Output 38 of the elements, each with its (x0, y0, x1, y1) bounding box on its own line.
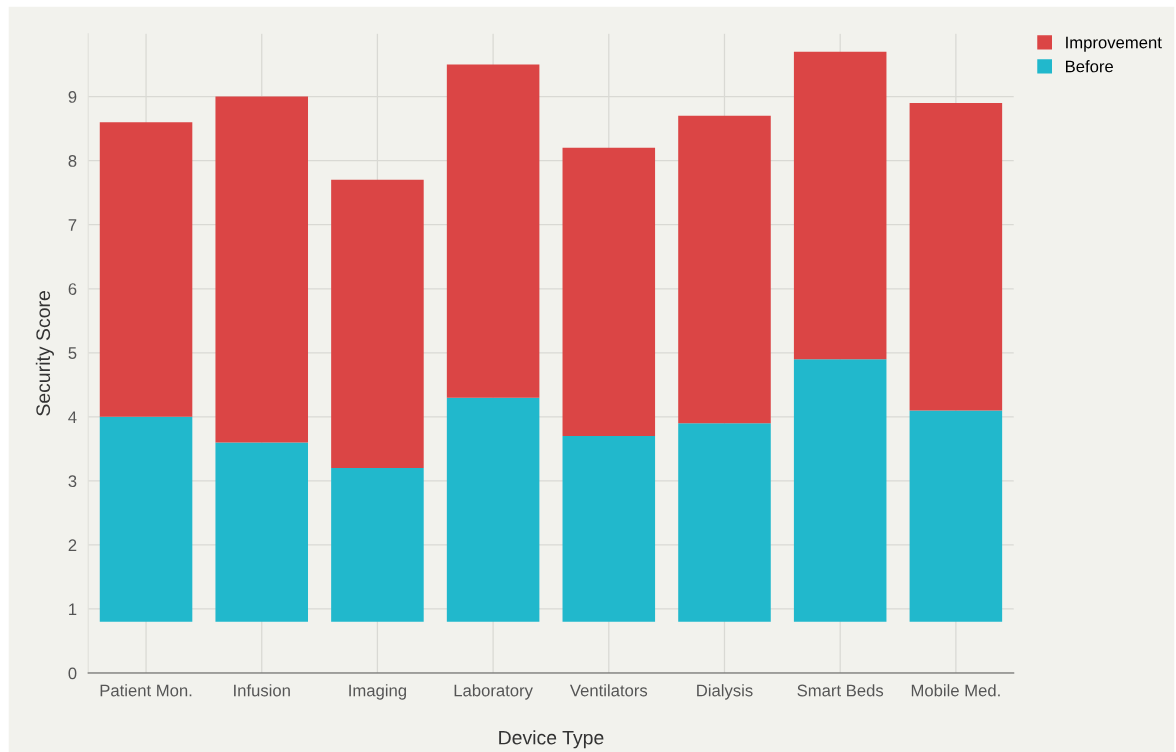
x-tick-label: Ventilators (569, 684, 648, 697)
x-tick-label: Laboratory (454, 684, 533, 700)
legend-label: Before (1066, 60, 1113, 73)
bar (678, 423, 771, 622)
bar (562, 147, 656, 437)
y-tick-label: 7 (68, 219, 77, 231)
x-axis-title: Device Type (499, 730, 604, 749)
y-tick-label: 5 (68, 347, 77, 359)
bar (215, 96, 309, 443)
y-tick-label: 9 (68, 91, 77, 103)
y-tick-label: 8 (68, 155, 77, 167)
x-tick-label: Mobile Med. (911, 684, 1000, 697)
y-tick-label: 2 (68, 539, 77, 551)
bar (562, 436, 656, 622)
bar (909, 103, 1003, 411)
bar (446, 64, 540, 398)
x-tick-label: Imaging (349, 684, 406, 700)
bar (678, 115, 771, 424)
bar (99, 416, 193, 622)
bar (793, 359, 887, 622)
x-tick-label: Dialysis (697, 684, 753, 700)
y-axis-title: Security Score (35, 291, 54, 416)
y-tick-label: 3 (68, 475, 77, 488)
x-tick-label: Smart Beds (797, 684, 884, 697)
y-tick-label: 4 (68, 411, 77, 423)
bar (99, 122, 193, 417)
bar (793, 51, 887, 360)
bar (215, 442, 309, 622)
bar (446, 397, 540, 622)
bar (331, 179, 424, 469)
legend-label: Improvement (1066, 36, 1162, 52)
x-tick-label: Infusion (234, 684, 290, 697)
y-tick-label: 0 (68, 667, 77, 680)
y-tick-label: 6 (68, 283, 77, 295)
y-tick-label: 1 (69, 603, 77, 616)
bar (331, 468, 424, 622)
x-tick-label: Patient Mon. (100, 684, 192, 697)
bar (909, 410, 1003, 622)
